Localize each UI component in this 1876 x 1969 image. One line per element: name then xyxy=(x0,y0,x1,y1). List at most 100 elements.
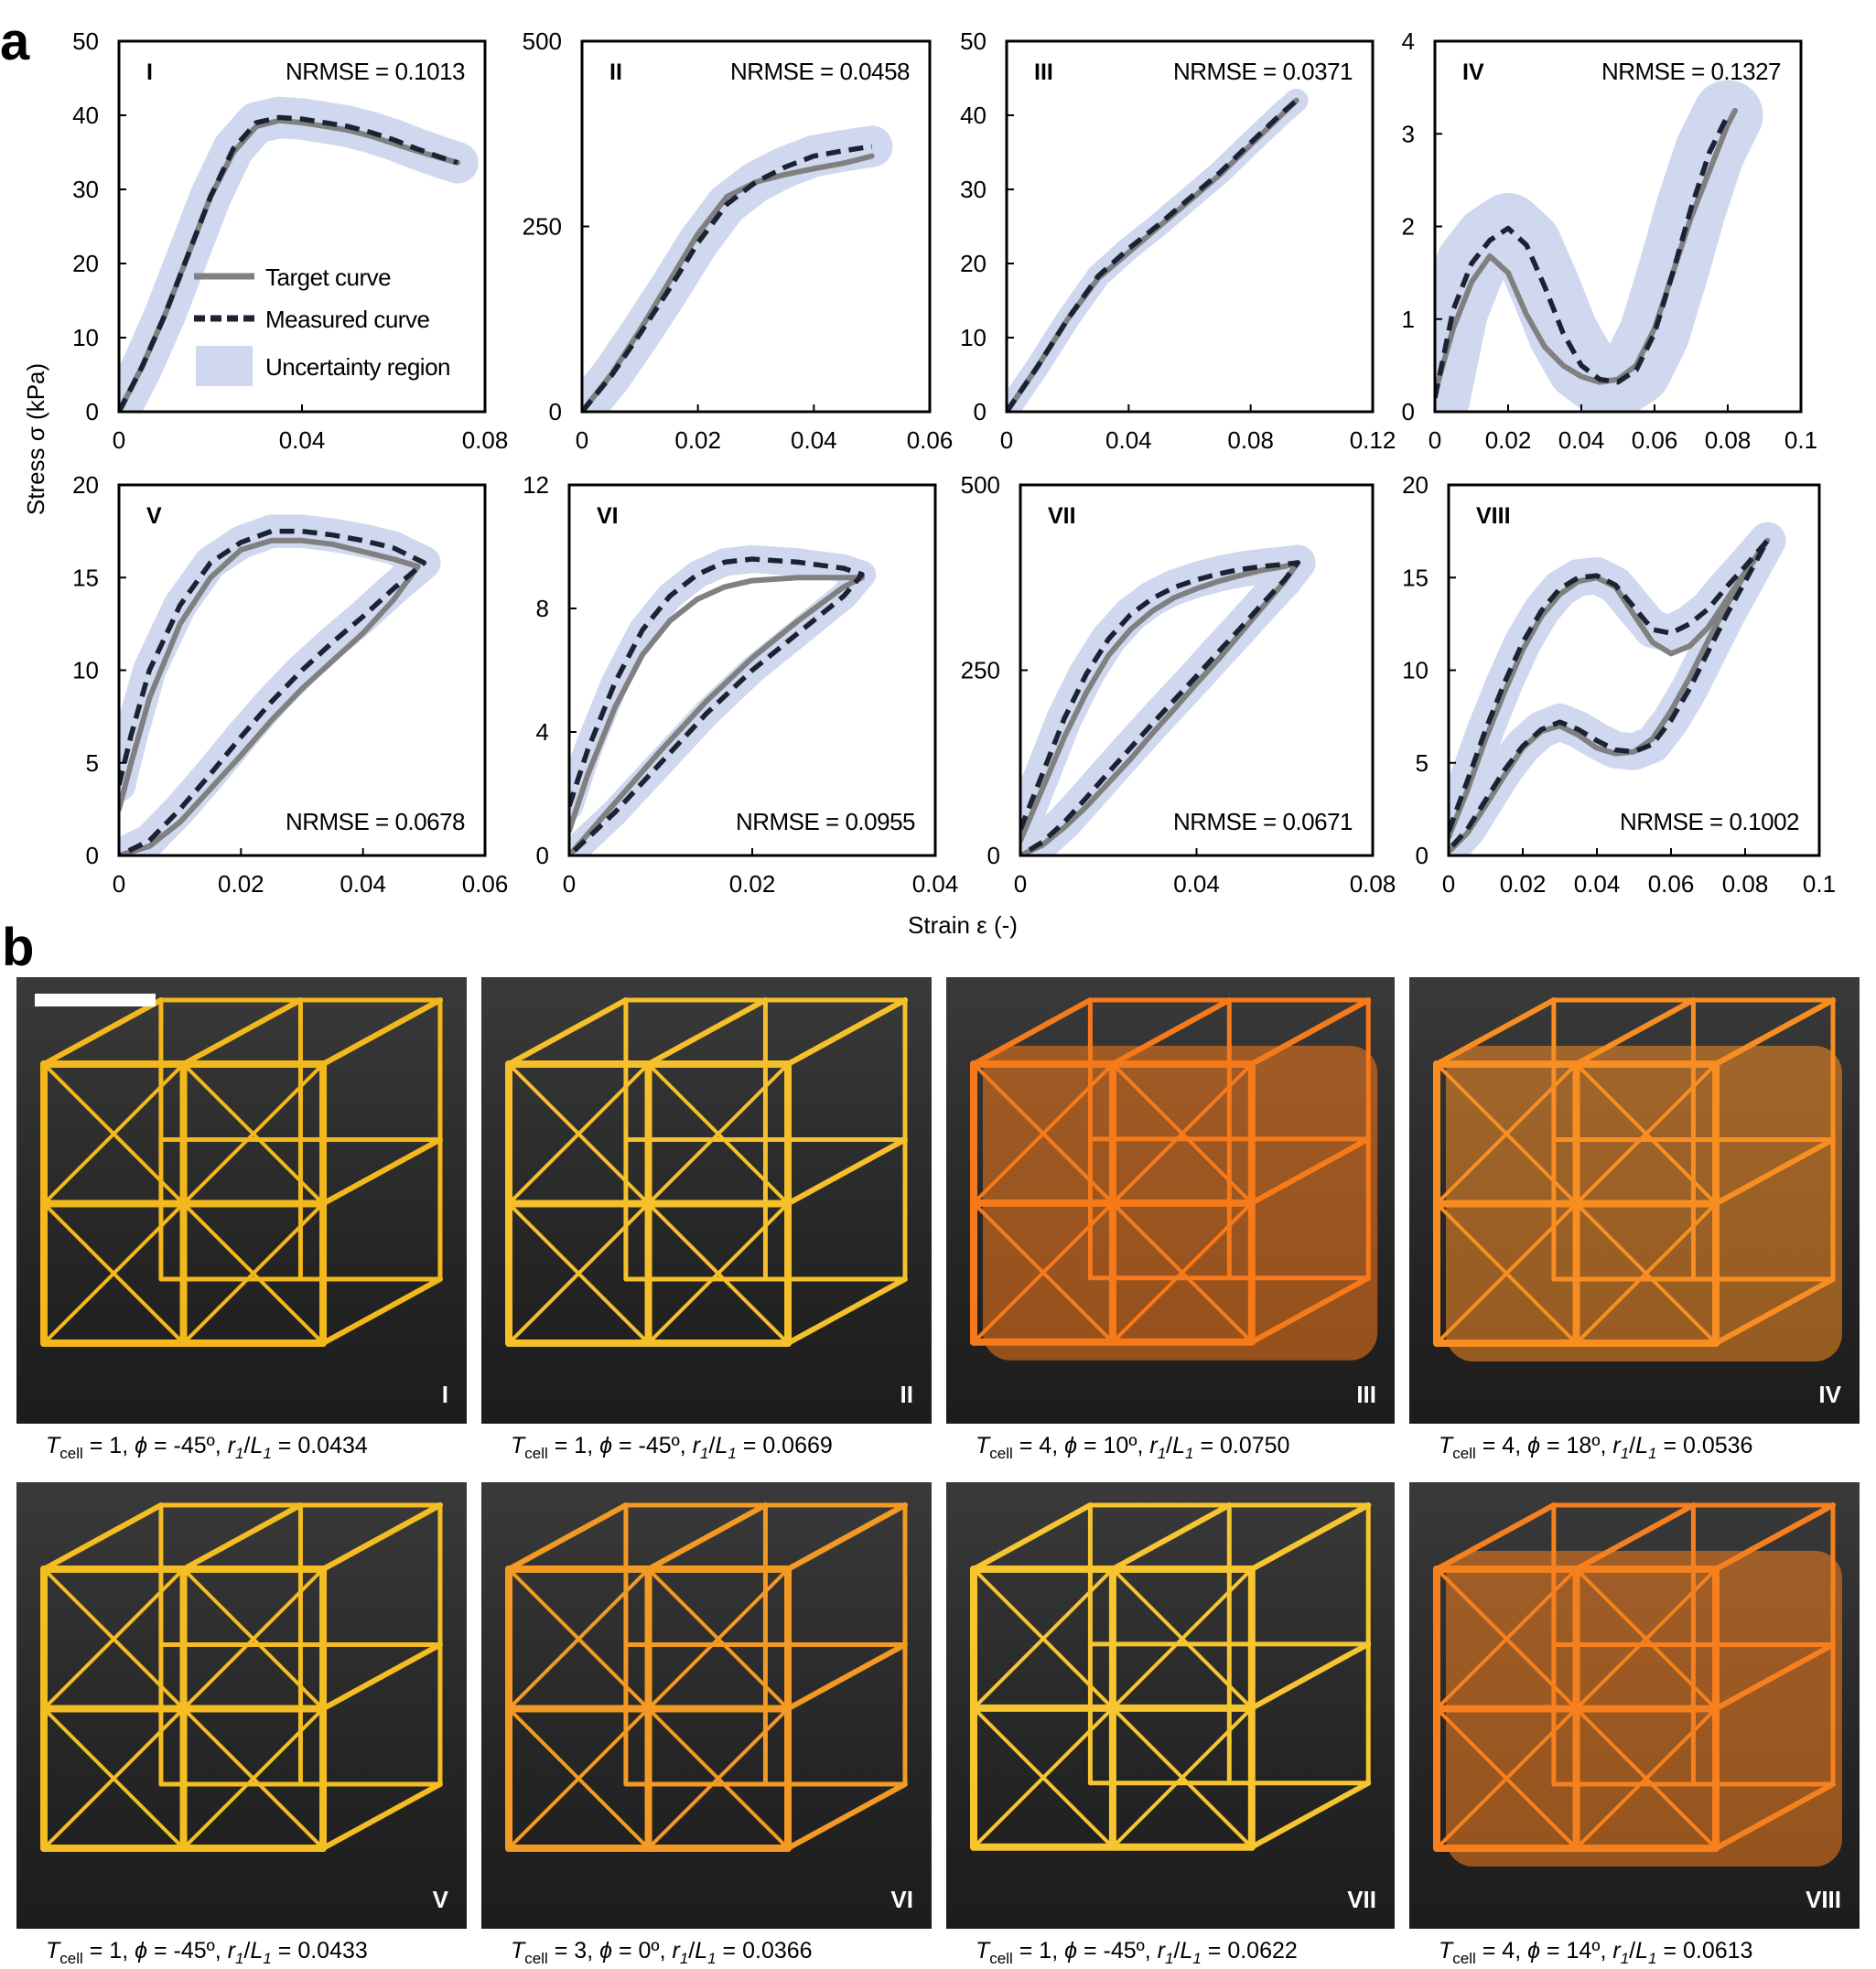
plot-frame xyxy=(1005,39,1375,414)
legend-uncertainty-swatch xyxy=(196,346,253,386)
photo-label: VI xyxy=(890,1886,913,1913)
y-tick-label: 0 xyxy=(86,842,99,869)
x-tick-label: 0 xyxy=(576,426,588,454)
chart-VII: 0 0.04 0.08 0 250 500 VII NRMSE = 0.0671 xyxy=(961,471,1396,898)
photo-label: V xyxy=(432,1886,448,1913)
lattice-photo-V: V xyxy=(16,1482,467,1929)
measured-curve xyxy=(582,144,873,412)
uncertainty-band xyxy=(582,125,893,412)
lattice-drawing xyxy=(970,997,1378,1361)
photo-label: IV xyxy=(1818,1381,1841,1408)
y-tick-label: 5 xyxy=(1416,749,1429,777)
x-tick-label: 0 xyxy=(1000,426,1013,454)
x-tick-label: 0.04 xyxy=(1173,870,1220,898)
nrmse-label: NRMSE = 0.0678 xyxy=(286,808,465,835)
y-tick-label: 15 xyxy=(1402,564,1429,591)
x-tick-label: 0.04 xyxy=(279,426,326,454)
chart-label: II xyxy=(609,59,622,85)
lattice-drawing xyxy=(505,1502,908,1853)
photo-label: VIII xyxy=(1805,1886,1841,1913)
uncertainty-band xyxy=(1007,88,1309,412)
x-tick-label: 0 xyxy=(113,426,125,454)
x-tick-label: 0.08 xyxy=(462,426,509,454)
chart-I: 0 0.04 0.08 0 10 20 30 40 50 I NRMSE = 0.1013 xyxy=(72,27,508,454)
nrmse-label: NRMSE = 0.0458 xyxy=(730,58,910,85)
y-tick-label: 30 xyxy=(72,176,99,203)
x-tick-label: 0 xyxy=(113,870,125,898)
chart-VIII: 0 0.02 0.04 0.06 0.08 0.1 0 5 10 15 20 VIII NRMSE = … xyxy=(1402,471,1836,898)
y-tick-label: 15 xyxy=(72,564,99,591)
photo-caption: Tcell = 3, ϕ = 0º, r1/L1 = 0.0366 xyxy=(511,1938,813,1967)
y-tick-label: 5 xyxy=(86,749,99,777)
y-tick-label: 20 xyxy=(72,471,99,499)
uncertainty-band xyxy=(1449,522,1786,855)
y-tick-label: 250 xyxy=(523,213,562,241)
y-tick-label: 0 xyxy=(974,398,987,425)
lattice-photo-II: II xyxy=(481,977,932,1424)
x-tick-label: 0 xyxy=(563,870,576,898)
x-tick-label: 0.08 xyxy=(1705,426,1752,454)
measured-curve xyxy=(1007,98,1299,412)
x-tick-label: 0 xyxy=(1429,426,1441,454)
y-tick-label: 500 xyxy=(961,471,1000,499)
nrmse-label: NRMSE = 0.0955 xyxy=(736,808,915,835)
photo-label: II xyxy=(900,1381,913,1408)
legend: Target curve Measured curve Uncertainty re… xyxy=(194,264,451,386)
lattice-photo-I: I xyxy=(16,977,467,1424)
lattice-photo-VII: VII xyxy=(946,1482,1395,1929)
target-curve xyxy=(119,537,421,855)
y-tick-label: 10 xyxy=(72,324,99,351)
x-tick-label: 0.06 xyxy=(1632,426,1678,454)
panel-b-label: b xyxy=(2,918,35,977)
photo-caption: Tcell = 4, ϕ = 10º, r1/L1 = 0.0750 xyxy=(976,1433,1290,1462)
chart-label: V xyxy=(146,503,162,529)
y-tick-label: 10 xyxy=(72,657,99,684)
photo-label: I xyxy=(441,1381,448,1408)
x-tick-label: 0.04 xyxy=(791,426,837,454)
y-tick-label: 0 xyxy=(86,398,99,425)
scale-bar xyxy=(35,994,156,1006)
lattice-drawing xyxy=(40,1502,443,1853)
target-curve xyxy=(1449,537,1771,855)
y-tick-label: 0 xyxy=(987,842,1000,869)
chart-II: 0 0.02 0.04 0.06 0 250 500 II NRMSE = 0.0458 xyxy=(523,27,954,454)
measured-curve xyxy=(1449,538,1771,852)
lattice-photo-VIII: VIII xyxy=(1409,1482,1860,1929)
photo-caption: Tcell = 1, ϕ = -45º, r1/L1 = 0.0434 xyxy=(46,1433,368,1462)
y-tick-label: 4 xyxy=(1402,27,1415,55)
y-tick-label: 0 xyxy=(549,398,562,425)
photo-caption: Tcell = 4, ϕ = 18º, r1/L1 = 0.0536 xyxy=(1439,1433,1753,1462)
x-tick-label: 0.06 xyxy=(462,870,509,898)
photo-caption: Tcell = 1, ϕ = -45º, r1/L1 = 0.0669 xyxy=(511,1433,833,1462)
lattice-drawing xyxy=(1433,997,1842,1362)
x-tick-label: 0.02 xyxy=(729,870,776,898)
y-tick-label: 4 xyxy=(536,718,549,746)
photo-caption: Tcell = 1, ϕ = -45º, r1/L1 = 0.0433 xyxy=(46,1938,368,1967)
x-tick-label: 0.04 xyxy=(912,870,959,898)
x-tick-label: 0.02 xyxy=(674,426,721,454)
y-tick-label: 50 xyxy=(960,27,987,55)
y-tick-label: 30 xyxy=(960,176,987,203)
lattice-drawing xyxy=(970,1502,1372,1851)
y-tick-label: 3 xyxy=(1402,120,1415,147)
x-tick-label: 0 xyxy=(1442,870,1455,898)
legend-target-label: Target curve xyxy=(265,264,391,291)
y-axis-title: Stress σ (kPa) xyxy=(22,363,49,515)
nrmse-label: NRMSE = 0.1002 xyxy=(1620,808,1799,835)
x-tick-label: 0.02 xyxy=(1485,426,1532,454)
chart-label: I xyxy=(146,59,153,85)
y-tick-label: 10 xyxy=(1402,657,1429,684)
panel-a-label: a xyxy=(0,12,30,71)
chart-V: 0 0.02 0.04 0.06 0 5 10 15 20 V NRMSE = 0.0678 xyxy=(72,471,508,898)
measured-curve xyxy=(569,556,865,855)
y-tick-label: 40 xyxy=(960,102,987,129)
uncertainty-band xyxy=(119,514,441,855)
x-tick-label: 0.12 xyxy=(1350,426,1396,454)
y-tick-label: 500 xyxy=(523,27,562,55)
y-tick-label: 20 xyxy=(960,250,987,277)
y-tick-label: 8 xyxy=(536,595,549,622)
x-tick-label: 0.06 xyxy=(1648,870,1695,898)
nrmse-label: NRMSE = 0.0371 xyxy=(1173,58,1353,85)
legend-uncertainty-label: Uncertainty region xyxy=(265,353,450,381)
chart-label: IV xyxy=(1462,59,1484,85)
